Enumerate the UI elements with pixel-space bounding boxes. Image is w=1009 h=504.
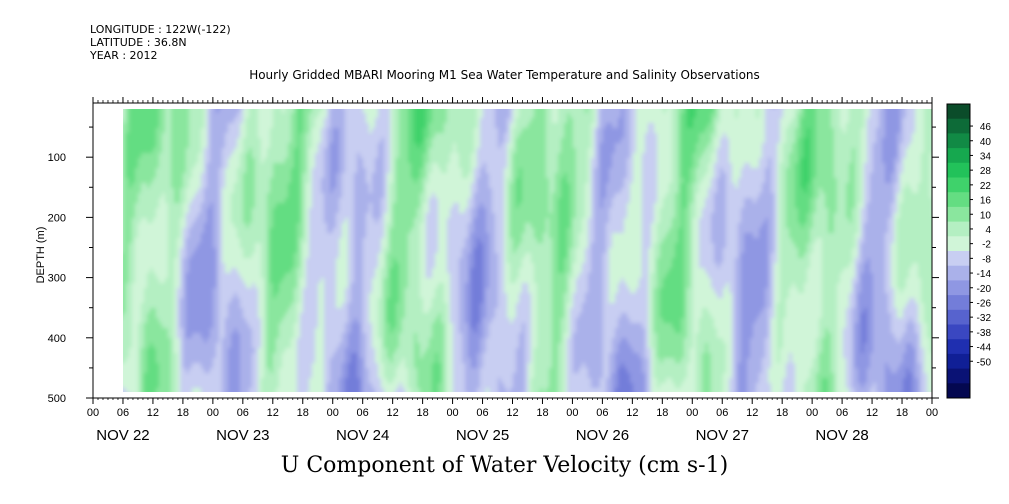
colorbar-label: -32 bbox=[977, 313, 992, 324]
y-tick-label: 500 bbox=[48, 393, 66, 405]
colorbar-label: -8 bbox=[982, 254, 991, 265]
colorbar-label: 16 bbox=[980, 196, 992, 207]
x-tick-label: 06 bbox=[836, 407, 848, 419]
colorbar-swatch bbox=[947, 368, 970, 384]
y-axis: 100 200 300 400 500 bbox=[48, 126, 939, 405]
x-tick-label: 12 bbox=[506, 407, 518, 419]
colorbar-swatch bbox=[947, 177, 970, 193]
colorbar-label: 34 bbox=[980, 151, 992, 162]
colorbar-swatch bbox=[947, 206, 970, 222]
x-tick-label: 00 bbox=[686, 407, 698, 419]
x-tick-label: 00 bbox=[207, 407, 219, 419]
colorbar-label: -38 bbox=[977, 328, 992, 339]
colorbar-swatch bbox=[947, 280, 970, 296]
x-tick-label: 00 bbox=[806, 407, 818, 419]
x-tick-label: 06 bbox=[357, 407, 369, 419]
latitude-label: LATITUDE : 36.8N bbox=[90, 36, 187, 49]
x-tick-label: 00 bbox=[87, 407, 99, 419]
colorbar-label: 4 bbox=[985, 225, 991, 236]
x-tick-label: 06 bbox=[237, 407, 249, 419]
x-day-label: NOV 22 bbox=[96, 427, 149, 444]
x-tick-label: 06 bbox=[117, 407, 129, 419]
colorbar-label: -50 bbox=[977, 357, 992, 368]
x-tick-label: 18 bbox=[656, 407, 668, 419]
x-day-label: NOV 28 bbox=[815, 427, 868, 444]
colorbar-label: 22 bbox=[980, 181, 992, 192]
colorbar-swatch bbox=[947, 353, 970, 369]
colorbar-border bbox=[946, 103, 971, 399]
y-tick-label: 200 bbox=[48, 212, 66, 224]
x-tick-label: 00 bbox=[926, 407, 938, 419]
x-tick-label: 12 bbox=[387, 407, 399, 419]
y-axis-label: DEPTH (m) bbox=[35, 227, 47, 284]
colorbar-swatch bbox=[947, 339, 970, 355]
colorbar-label: -44 bbox=[977, 343, 992, 354]
x-tick-label: 00 bbox=[327, 407, 339, 419]
colorbar-label: 10 bbox=[980, 210, 992, 221]
y-tick-label: 100 bbox=[48, 152, 66, 164]
colorbar-swatch bbox=[947, 162, 970, 178]
x-tick-label: 12 bbox=[147, 407, 159, 419]
colorbar-label: -26 bbox=[977, 298, 992, 309]
colorbar-swatch bbox=[947, 251, 970, 267]
longitude-label: LONGITUDE : 122W(-122) bbox=[90, 23, 231, 36]
heatmap-cells bbox=[122, 109, 932, 392]
colorbar-swatch bbox=[947, 309, 970, 325]
x-day-label: NOV 27 bbox=[696, 427, 749, 444]
x-tick-label: 06 bbox=[716, 407, 728, 419]
x-day-label: NOV 23 bbox=[216, 427, 269, 444]
colorbar-swatch bbox=[947, 236, 970, 252]
x-tick-label: 18 bbox=[177, 407, 189, 419]
x-day-label: NOV 24 bbox=[336, 427, 389, 444]
x-tick-label: 18 bbox=[536, 407, 548, 419]
colorbar-label: -2 bbox=[982, 240, 991, 251]
x-day-label: NOV 25 bbox=[456, 427, 509, 444]
x-tick-label: 00 bbox=[566, 407, 578, 419]
colorbar-label: 28 bbox=[980, 166, 992, 177]
chart-title: Hourly Gridded MBARI Mooring M1 Sea Wate… bbox=[249, 68, 760, 82]
colorbar-swatch bbox=[947, 148, 970, 164]
x-axis: 00 06 12 18 00 06 12 18 00 06 12 18 00 06 12 18 00 06 12 18… bbox=[87, 97, 938, 444]
colorbar-swatch bbox=[947, 295, 970, 311]
colorbar-swatch bbox=[947, 383, 970, 399]
x-tick-label: 18 bbox=[896, 407, 908, 419]
x-tick-label: 12 bbox=[866, 407, 878, 419]
colorbar-label: 40 bbox=[980, 137, 992, 148]
x-day-label: NOV 26 bbox=[576, 427, 629, 444]
x-tick-label: 18 bbox=[416, 407, 428, 419]
x-tick-label: 12 bbox=[267, 407, 279, 419]
y-tick-label: 300 bbox=[48, 273, 66, 285]
x-axis-label: U Component of Water Velocity (cm s-1) bbox=[280, 453, 729, 478]
colorbar-swatch bbox=[947, 192, 970, 208]
colorbar-label: 46 bbox=[980, 122, 992, 133]
colorbar-label: -14 bbox=[977, 269, 992, 280]
y-tick-label: 400 bbox=[48, 333, 66, 345]
colorbar-swatch bbox=[947, 324, 970, 340]
colorbar-swatch bbox=[947, 133, 970, 149]
x-tick-label: 12 bbox=[746, 407, 758, 419]
colorbar-swatch bbox=[947, 221, 970, 237]
x-tick-label: 06 bbox=[476, 407, 488, 419]
colorbar-swatch bbox=[947, 118, 970, 134]
year-label: YEAR : 2012 bbox=[90, 49, 158, 62]
colorbar-swatch bbox=[947, 265, 970, 281]
x-tick-label: 18 bbox=[776, 407, 788, 419]
colorbar: 46 40 34 28 22 16 10 4 -2 -8 -14 -20 -26 -32 -38 -44 -50 bbox=[946, 103, 992, 399]
colorbar-label: -20 bbox=[977, 284, 992, 295]
colorbar-swatch bbox=[947, 104, 970, 120]
x-tick-label: 12 bbox=[626, 407, 638, 419]
x-tick-label: 06 bbox=[596, 407, 608, 419]
x-tick-label: 18 bbox=[297, 407, 309, 419]
x-tick-label: 00 bbox=[446, 407, 458, 419]
